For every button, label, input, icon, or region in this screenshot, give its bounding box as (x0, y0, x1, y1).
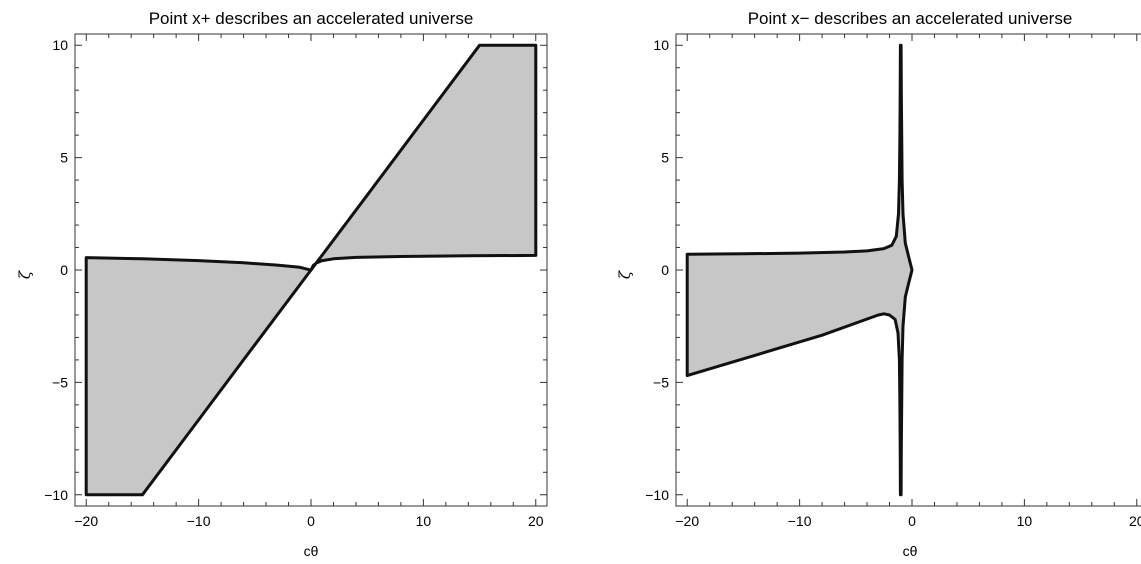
x-tick-label: 10 (416, 513, 432, 529)
y-tick-label: 0 (661, 262, 669, 278)
x-tick-label: 0 (307, 513, 315, 529)
right-panel: Point x− describes an accelerated univer… (616, 9, 1141, 559)
chart-title: Point x− describes an accelerated univer… (748, 9, 1073, 28)
plot-frame (675, 33, 1141, 507)
x-tick-label: −20 (675, 513, 699, 529)
y-tick-label: 5 (60, 150, 68, 166)
x-tick-label: 20 (528, 513, 544, 529)
y-axis-label: ζ (616, 270, 634, 279)
chart-title: Point x+ describes an accelerated univer… (149, 9, 474, 28)
y-tick-label: 5 (661, 150, 669, 166)
x-tick-label: 0 (908, 513, 916, 529)
x-tick-label: 10 (1017, 513, 1033, 529)
y-tick-label: −5 (52, 374, 68, 390)
x-axis-label: cθ (304, 543, 319, 559)
x-axis-label: cθ (903, 543, 918, 559)
y-tick-label: 10 (653, 37, 669, 53)
plot-frame (74, 33, 548, 507)
y-tick-label: 0 (60, 262, 68, 278)
y-tick-label: −5 (653, 374, 669, 390)
x-tick-label: −20 (74, 513, 98, 529)
y-tick-label: 10 (52, 37, 68, 53)
y-tick-label: −10 (44, 487, 68, 503)
y-tick-label: −10 (645, 487, 669, 503)
left-panel: Point x+ describes an accelerated univer… (16, 9, 548, 559)
x-tick-label: 20 (1129, 513, 1141, 529)
y-axis-label: ζ (16, 270, 34, 279)
shaded-region-0 (685, 43, 914, 497)
x-tick-label: −10 (788, 513, 812, 529)
shaded-region-1 (309, 43, 538, 272)
shaded-region-0 (84, 256, 313, 497)
x-tick-label: −10 (187, 513, 211, 529)
